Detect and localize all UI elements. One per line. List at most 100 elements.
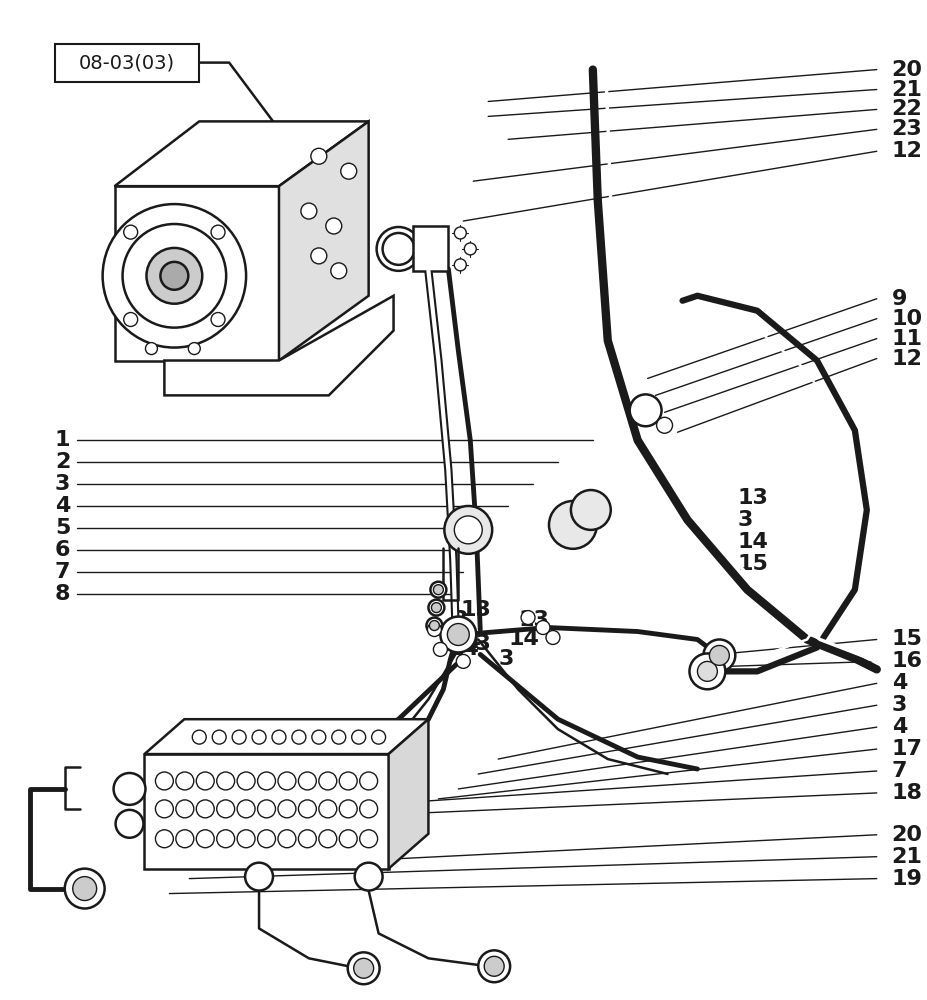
Text: 22: 22 xyxy=(891,99,921,119)
Circle shape xyxy=(332,730,346,744)
Circle shape xyxy=(217,772,235,790)
Circle shape xyxy=(292,730,306,744)
Polygon shape xyxy=(388,719,428,869)
Circle shape xyxy=(351,730,365,744)
Circle shape xyxy=(258,830,275,848)
Circle shape xyxy=(278,830,296,848)
Circle shape xyxy=(656,417,672,433)
Text: 20: 20 xyxy=(891,825,921,845)
Circle shape xyxy=(311,248,326,264)
Circle shape xyxy=(549,501,596,549)
Polygon shape xyxy=(413,226,448,271)
Circle shape xyxy=(272,730,286,744)
Circle shape xyxy=(298,830,316,848)
Circle shape xyxy=(339,772,357,790)
Polygon shape xyxy=(164,296,393,395)
Circle shape xyxy=(197,830,214,848)
Polygon shape xyxy=(279,121,368,361)
Circle shape xyxy=(197,772,214,790)
Circle shape xyxy=(319,830,337,848)
Circle shape xyxy=(447,624,469,645)
Circle shape xyxy=(371,730,386,744)
FancyBboxPatch shape xyxy=(55,44,199,82)
Circle shape xyxy=(237,772,255,790)
Circle shape xyxy=(113,773,146,805)
Circle shape xyxy=(697,661,717,681)
Polygon shape xyxy=(145,719,428,754)
Circle shape xyxy=(464,243,476,255)
Circle shape xyxy=(339,830,357,848)
Text: 9: 9 xyxy=(891,289,906,309)
Text: 6: 6 xyxy=(55,540,70,560)
Circle shape xyxy=(258,772,275,790)
Circle shape xyxy=(360,772,377,790)
Circle shape xyxy=(72,877,96,901)
Text: 8: 8 xyxy=(55,584,70,604)
Circle shape xyxy=(311,730,325,744)
Circle shape xyxy=(570,490,610,530)
Text: 3: 3 xyxy=(736,510,752,530)
Text: 7: 7 xyxy=(55,562,70,582)
Circle shape xyxy=(217,830,235,848)
Circle shape xyxy=(311,148,326,164)
Text: 4: 4 xyxy=(891,717,906,737)
Circle shape xyxy=(146,343,158,355)
Circle shape xyxy=(278,800,296,818)
Text: 2: 2 xyxy=(55,452,70,472)
Text: 3: 3 xyxy=(55,474,70,494)
Circle shape xyxy=(155,830,173,848)
Text: 4: 4 xyxy=(55,496,70,516)
Text: 17: 17 xyxy=(891,739,921,759)
Circle shape xyxy=(454,516,482,544)
Text: 21: 21 xyxy=(891,80,921,100)
Circle shape xyxy=(433,585,443,595)
Circle shape xyxy=(192,730,206,744)
Text: 21: 21 xyxy=(891,847,921,867)
Circle shape xyxy=(237,800,255,818)
Text: 14: 14 xyxy=(736,532,768,552)
Circle shape xyxy=(217,800,235,818)
Text: 14: 14 xyxy=(508,629,539,649)
Text: 13: 13 xyxy=(460,634,490,654)
Circle shape xyxy=(298,772,316,790)
Circle shape xyxy=(339,800,357,818)
Circle shape xyxy=(703,639,734,671)
Circle shape xyxy=(65,869,105,909)
Circle shape xyxy=(340,163,356,179)
Text: 14: 14 xyxy=(448,639,478,659)
Circle shape xyxy=(545,631,559,644)
Circle shape xyxy=(353,958,374,978)
Circle shape xyxy=(454,259,465,271)
Text: 20: 20 xyxy=(891,60,921,80)
Text: 15: 15 xyxy=(891,629,921,649)
Text: 11: 11 xyxy=(891,329,921,349)
Circle shape xyxy=(429,621,438,631)
Circle shape xyxy=(210,313,224,326)
Text: 16: 16 xyxy=(891,651,921,671)
Circle shape xyxy=(278,772,296,790)
Circle shape xyxy=(454,227,465,239)
Circle shape xyxy=(440,617,476,652)
Circle shape xyxy=(354,863,382,891)
Circle shape xyxy=(426,618,442,634)
Circle shape xyxy=(122,224,226,328)
Text: 12: 12 xyxy=(891,141,921,161)
Circle shape xyxy=(689,653,725,689)
Circle shape xyxy=(484,956,503,976)
Circle shape xyxy=(427,623,441,636)
Circle shape xyxy=(212,730,226,744)
Circle shape xyxy=(330,263,347,279)
Circle shape xyxy=(175,830,194,848)
Circle shape xyxy=(428,600,444,616)
Circle shape xyxy=(252,730,266,744)
Circle shape xyxy=(430,582,446,598)
Circle shape xyxy=(210,225,224,239)
Text: 13: 13 xyxy=(460,600,490,620)
Circle shape xyxy=(123,225,137,239)
Circle shape xyxy=(360,830,377,848)
Text: 08-03(03): 08-03(03) xyxy=(79,53,175,72)
Circle shape xyxy=(123,313,137,326)
Circle shape xyxy=(300,203,316,219)
Circle shape xyxy=(232,730,246,744)
Text: 19: 19 xyxy=(891,869,921,889)
